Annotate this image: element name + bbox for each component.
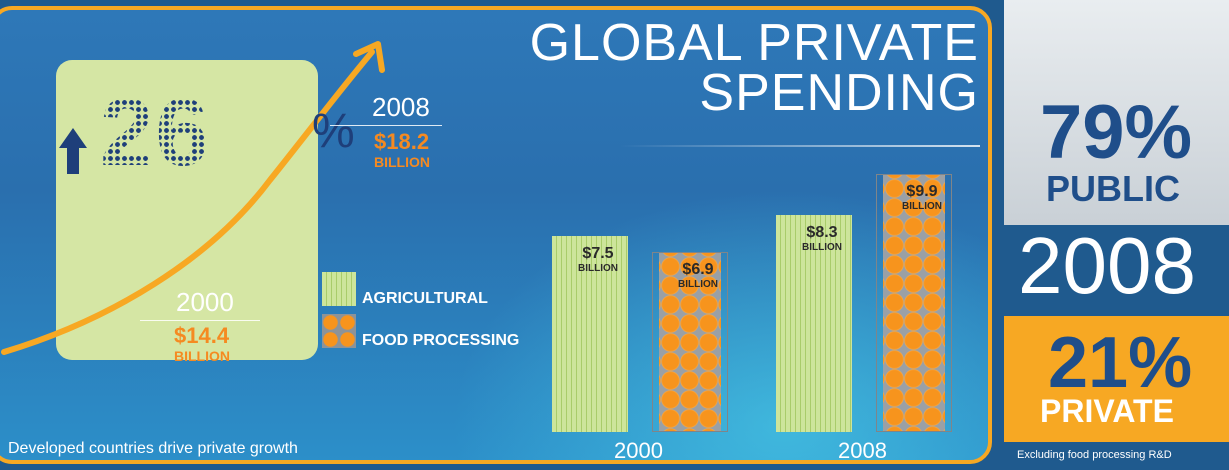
title-line-1: GLOBAL PRIVATE bbox=[529, 14, 979, 72]
footer-caption: Developed countries drive private growth bbox=[8, 440, 298, 457]
title-rule bbox=[620, 145, 980, 147]
growth-end-amount-unit: BILLION bbox=[374, 154, 430, 170]
public-share-panel bbox=[1004, 0, 1229, 225]
growth-percent-sign: % bbox=[312, 105, 355, 158]
growth-curve-arrow-icon bbox=[1, 41, 385, 355]
growth-end-rule bbox=[330, 125, 442, 126]
private-share-panel bbox=[1004, 316, 1229, 442]
growth-start-amount-unit: BILLION bbox=[174, 348, 230, 364]
growth-start-year: 2000 bbox=[176, 287, 234, 317]
public-label: PUBLIC bbox=[1046, 168, 1180, 209]
legend-agricultural-swatch bbox=[322, 272, 356, 306]
growth-start-amount-value: $14.4 bbox=[174, 323, 230, 348]
page-title: GLOBAL PRIVATE SPENDING bbox=[529, 14, 979, 122]
growth-digits: 26 bbox=[100, 79, 211, 186]
exclusion-note: Excluding food processing R&D bbox=[1017, 449, 1172, 461]
legend-agricultural-label: AGRICULTURAL bbox=[362, 290, 488, 307]
share-year: 2008 bbox=[1018, 221, 1196, 310]
growth-start-amount: $14.4 BILLION bbox=[174, 323, 230, 366]
legend-food-processing-label: FOOD PROCESSING bbox=[362, 332, 520, 349]
growth-end-amount: $18.2 BILLION bbox=[374, 129, 430, 172]
growth-end-amount-value: $18.2 bbox=[374, 129, 430, 154]
growth-end-year: 2008 bbox=[372, 92, 430, 122]
growth-card bbox=[56, 60, 318, 360]
growth-start-rule bbox=[140, 320, 260, 321]
legend-food-processing-swatch bbox=[322, 314, 356, 348]
background-glow bbox=[424, 170, 988, 460]
private-label: PRIVATE bbox=[1040, 393, 1174, 429]
title-line-2: SPENDING bbox=[699, 64, 979, 122]
public-percent: 79% bbox=[1040, 90, 1193, 175]
private-percent: 21% bbox=[1048, 323, 1193, 403]
up-arrow-icon bbox=[59, 128, 87, 174]
